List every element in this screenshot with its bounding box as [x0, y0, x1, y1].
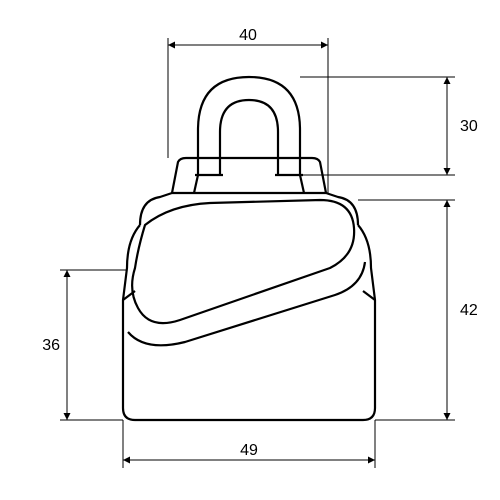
collar-detail-left [194, 175, 198, 193]
dimensions: 40 30 42 36 49 [42, 27, 478, 468]
dim-right-30-label: 30 [460, 118, 478, 135]
face-curve-lower [128, 262, 365, 345]
shackle-outer [198, 77, 300, 175]
face-triangle-upper [132, 200, 354, 323]
dim-right-42-label: 42 [460, 302, 478, 319]
technical-drawing: 40 30 42 36 49 [0, 0, 500, 500]
dim-bottom-label: 49 [240, 442, 258, 459]
shackle-inner [220, 100, 278, 175]
padlock-outline [123, 77, 375, 420]
collar-detail-right [300, 175, 304, 193]
dim-top-label: 40 [239, 27, 257, 44]
dim-left-36-label: 36 [42, 337, 60, 354]
